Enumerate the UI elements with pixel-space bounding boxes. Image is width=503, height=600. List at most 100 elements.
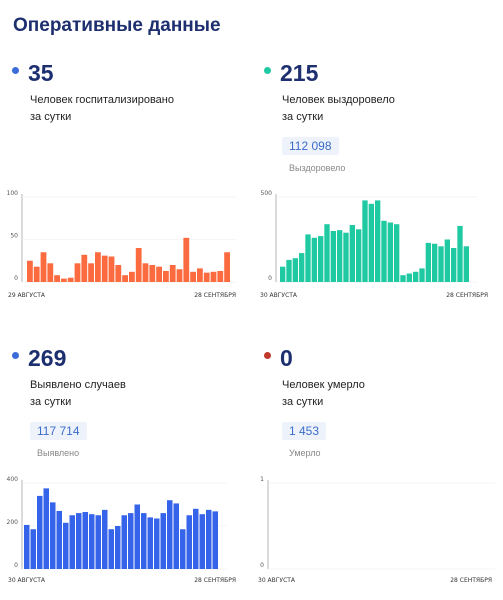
bar (349, 225, 355, 282)
bar (381, 220, 387, 282)
bar (413, 271, 419, 282)
x-end-label: 28 СЕНТЯБРЯ (446, 292, 488, 299)
y-tick-label: 0 (260, 562, 264, 569)
bar (206, 509, 212, 570)
bar (203, 272, 210, 282)
bar (400, 275, 406, 282)
bar (330, 231, 336, 282)
bar (30, 529, 36, 569)
stat-description: Человек умерло за сутки (282, 377, 482, 411)
bar (217, 270, 224, 282)
bar (134, 504, 140, 569)
stat-label-line1: Выявлено случаев (30, 379, 126, 391)
y-tick-label: 0 (14, 275, 18, 282)
stat-label-line2: за сутки (30, 396, 72, 408)
stat-description: Человек выздоровело за сутки (282, 92, 482, 126)
bar (89, 514, 95, 569)
bar (54, 275, 60, 282)
bar (108, 529, 114, 569)
bar (24, 524, 30, 569)
bar (43, 488, 49, 570)
bar (163, 270, 169, 282)
bar-chart-hospitalized: 100 50 0 29 АВГУСТА 28 СЕНТЯБРЯ (7, 190, 236, 299)
stat-value: 0 (280, 345, 293, 371)
bar (33, 266, 40, 282)
bar (299, 253, 305, 282)
bar (82, 512, 88, 569)
x-end-label: 28 СЕНТЯБРЯ (450, 577, 492, 584)
bar (305, 234, 311, 282)
bar (160, 513, 166, 569)
status-dot-icon (264, 67, 271, 74)
bar (141, 513, 147, 569)
bar (95, 252, 101, 282)
stat-card-detected: 269 Выявлено случаев за сутки 117 714 Вы… (12, 345, 252, 595)
total-value: 117 714 (30, 422, 87, 440)
bar (122, 275, 128, 282)
bar (67, 277, 74, 282)
bar (186, 515, 192, 569)
stat-description: Человек госпитализировано за сутки (30, 92, 230, 126)
bar (101, 255, 108, 282)
total-label: Выздоровело (289, 163, 346, 173)
x-start-label: 30 АВГУСТА (8, 577, 46, 584)
bar-chart-detected: 400 200 0 30 АВГУСТА 28 СЕНТЯБРЯ (7, 476, 236, 584)
bar (135, 248, 142, 282)
bar (438, 246, 444, 282)
bar (108, 256, 115, 282)
bar (432, 243, 438, 282)
bar (74, 263, 81, 282)
bar (463, 246, 469, 282)
stat-header: 0 (264, 345, 293, 371)
x-end-label: 28 СЕНТЯБРЯ (194, 577, 236, 584)
bar (444, 239, 450, 282)
stat-value: 215 (280, 60, 319, 86)
stat-card-recovered: 215 Человек выздоровело за сутки 112 098… (264, 60, 503, 310)
bar (280, 266, 286, 282)
y-tick-label: 0 (14, 562, 18, 569)
bar (176, 269, 183, 282)
y-tick-label: 50 (10, 233, 18, 240)
bar (149, 265, 156, 282)
bar (102, 509, 108, 570)
bar (40, 252, 47, 282)
bar (387, 222, 393, 282)
bar (406, 273, 412, 282)
bar (154, 518, 160, 569)
bar (27, 260, 33, 282)
bar-chart-deaths: 1 0 30 АВГУСТА 28 СЕНТЯБРЯ (258, 476, 495, 584)
bar (128, 513, 134, 569)
status-dot-icon (12, 352, 19, 359)
bar (368, 203, 374, 282)
page-title: Оперативные данные (13, 15, 221, 36)
total-value: 1 453 (282, 422, 327, 440)
status-dot-icon (12, 67, 19, 74)
bar (343, 232, 349, 282)
y-tick-label: 100 (7, 190, 19, 197)
stat-label-line1: Человек госпитализировано (30, 94, 174, 106)
bar (169, 265, 176, 282)
stat-label-line2: за сутки (30, 111, 72, 123)
stat-value: 269 (28, 345, 67, 371)
bar (121, 515, 127, 569)
bar (292, 258, 298, 282)
x-end-label: 28 СЕНТЯБРЯ (194, 292, 236, 299)
bar (324, 224, 330, 282)
bar (142, 263, 149, 282)
bar (311, 237, 317, 282)
bar (362, 200, 368, 282)
x-start-label: 29 АВГУСТА (8, 292, 46, 299)
bar (356, 229, 362, 282)
bar (115, 526, 121, 569)
bar (425, 242, 431, 282)
bar (183, 237, 190, 282)
stat-label-line1: Человек умерло (282, 379, 365, 391)
bar (47, 263, 54, 282)
bar (69, 515, 75, 569)
stat-card-deaths: 0 Человек умерло за сутки 1 453 Умерло (264, 345, 503, 595)
bar (190, 271, 196, 282)
x-start-label: 30 АВГУСТА (260, 292, 298, 299)
stat-label-line2: за сутки (282, 111, 324, 123)
bar (37, 495, 43, 569)
bar (224, 252, 230, 282)
